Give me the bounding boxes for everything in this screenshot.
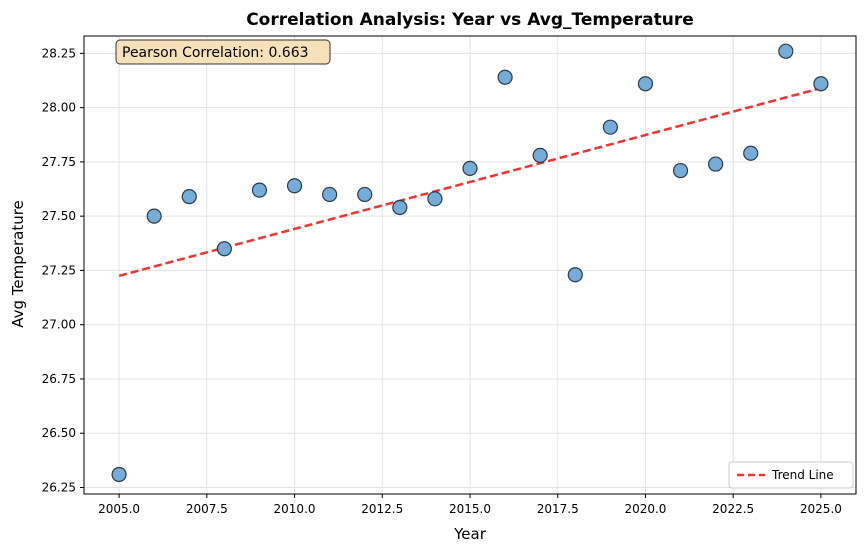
scatter-point [743, 145, 759, 161]
annotation-box [115, 39, 331, 65]
scatter-point [672, 162, 689, 179]
x-tick-label: 2007.5 [186, 502, 228, 516]
y-axis-label: Avg Temperature [9, 200, 27, 328]
x-tick-label: 2017.5 [537, 502, 579, 516]
scatter-point [532, 147, 548, 163]
scatter-point [146, 208, 162, 224]
y-tick-label: 26.50 [42, 426, 76, 440]
scatter-point [216, 241, 232, 257]
y-tick-label: 26.75 [42, 372, 76, 386]
scatter-point [357, 186, 373, 203]
scatter-point [497, 69, 513, 85]
y-tick-label: 28.25 [42, 46, 76, 60]
correlation-annotation: Pearson Correlation: 0.663 [115, 39, 331, 65]
x-axis-ticks: 2005.0 2007.5 2010.0 2012.5 2015.0 2017.5 2020… [98, 494, 842, 516]
scatter-point [708, 156, 724, 172]
x-tick-label: 2022.5 [712, 502, 754, 516]
scatter-point [181, 189, 197, 205]
x-tick-label: 2025.0 [800, 502, 842, 516]
y-tick-label: 27.00 [42, 318, 76, 332]
scatter-point [111, 466, 127, 483]
trend-line [118, 86, 822, 278]
scatter-point [813, 76, 829, 92]
y-axis-ticks: 26.25 26.50 26.75 27.00 27.25 27.50 27.75 28.00… [42, 46, 84, 494]
chart-title: Correlation Analysis: Year vs Avg_Temper… [246, 10, 694, 30]
scatter-point [427, 191, 443, 207]
scatter-point [602, 119, 618, 135]
x-tick-label: 2015.0 [449, 502, 491, 516]
y-tick-label: 27.50 [42, 209, 76, 223]
y-tick-label: 27.75 [42, 155, 76, 169]
x-axis-label: Year [453, 525, 487, 543]
grid-lines [84, 36, 856, 494]
legend-label-trend-line: Trend Line [771, 468, 834, 482]
x-tick-label: 2005.0 [98, 502, 140, 516]
legend-box [728, 461, 854, 489]
annotation-text: Pearson Correlation: 0.663 [122, 45, 309, 61]
scatter-point [567, 267, 583, 283]
scatter-point [462, 160, 478, 177]
scatter-point [392, 199, 408, 216]
scatter-point [251, 182, 268, 198]
scatter-point [778, 43, 794, 59]
scatter-point [286, 178, 303, 194]
x-tick-label: 2010.0 [274, 502, 316, 516]
data-points [111, 43, 829, 483]
trend-line-group [118, 86, 822, 278]
x-tick-label: 2020.0 [624, 502, 666, 516]
y-tick-label: 27.25 [42, 263, 76, 277]
scatter-point [322, 186, 338, 203]
scatter-point [637, 76, 654, 92]
legend: Trend Line [728, 461, 854, 489]
y-tick-label: 28.00 [42, 101, 76, 115]
y-tick-label: 26.25 [42, 480, 76, 494]
x-tick-label: 2012.5 [361, 502, 403, 516]
